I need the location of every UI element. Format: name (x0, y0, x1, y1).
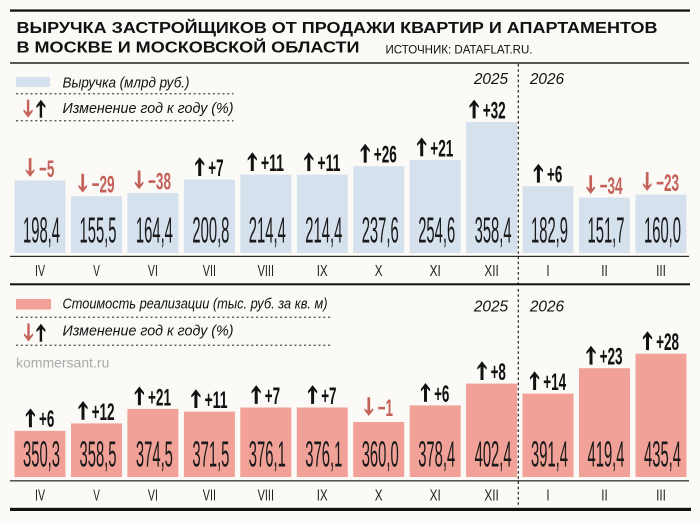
svg-text:II: II (601, 263, 608, 280)
svg-text:В МОСКВЕ И МОСКОВСКОЙ ОБЛАСТИ: В МОСКВЕ И МОСКОВСКОЙ ОБЛАСТИ (17, 38, 360, 57)
svg-text:VI: VI (148, 263, 158, 280)
svg-text:ВЫРУЧКА ЗАСТРОЙЩИКОВ ОТ ПРОДАЖ: ВЫРУЧКА ЗАСТРОЙЩИКОВ ОТ ПРОДАЖИ КВАРТИР … (17, 18, 658, 37)
svg-text:160,0: 160,0 (644, 210, 681, 251)
svg-text:XII: XII (484, 263, 498, 280)
svg-text:X: X (375, 488, 383, 505)
svg-text:−29: −29 (92, 172, 115, 199)
svg-text:+26: +26 (374, 142, 397, 169)
svg-text:Изменение год к году (%): Изменение год к году (%) (63, 100, 234, 117)
svg-text:200,8: 200,8 (192, 210, 229, 251)
svg-text:+7: +7 (208, 155, 223, 182)
svg-text:VII: VII (203, 263, 216, 280)
svg-text:+11: +11 (205, 387, 228, 414)
svg-text:IX: IX (317, 488, 328, 505)
svg-text:419,4: 419,4 (588, 434, 625, 475)
svg-text:+8: +8 (491, 359, 506, 386)
svg-text:151,7: 151,7 (588, 210, 625, 251)
svg-text:Стоимость реализации (тыс. руб: Стоимость реализации (тыс. руб. за кв. м… (63, 296, 328, 313)
svg-text:−23: −23 (656, 170, 679, 197)
svg-text:155,5: 155,5 (80, 210, 117, 251)
svg-text:+21: +21 (430, 135, 453, 162)
svg-text:+6: +6 (39, 406, 54, 433)
svg-text:IV: IV (35, 488, 45, 505)
svg-text:V: V (93, 263, 100, 280)
svg-text:kommersant.ru: kommersant.ru (16, 354, 109, 370)
svg-text:391,4: 391,4 (531, 434, 568, 475)
svg-text:−1: −1 (378, 395, 393, 422)
svg-text:2025: 2025 (473, 298, 509, 315)
svg-text:III: III (656, 488, 666, 505)
svg-text:V: V (93, 488, 100, 505)
svg-text:2025: 2025 (473, 71, 509, 88)
svg-text:+14: +14 (543, 369, 566, 396)
svg-text:VIII: VIII (258, 263, 274, 280)
svg-text:237,6: 237,6 (362, 210, 399, 251)
svg-text:−38: −38 (148, 168, 171, 195)
svg-text:376,1: 376,1 (249, 434, 286, 475)
svg-text:358,4: 358,4 (475, 210, 512, 251)
svg-text:ИСТОЧНИК: DATAFLAT.RU.: ИСТОЧНИК: DATAFLAT.RU. (386, 44, 533, 57)
svg-text:+7: +7 (321, 383, 336, 410)
svg-text:254,6: 254,6 (418, 210, 455, 251)
svg-text:+7: +7 (265, 383, 280, 410)
svg-text:IX: IX (317, 263, 328, 280)
svg-text:III: III (656, 263, 666, 280)
svg-text:374,5: 374,5 (136, 434, 173, 475)
svg-text:+6: +6 (434, 381, 449, 408)
svg-text:−34: −34 (600, 173, 623, 200)
svg-text:358,5: 358,5 (80, 434, 117, 475)
svg-text:164,4: 164,4 (136, 210, 173, 251)
svg-text:VI: VI (148, 488, 158, 505)
svg-text:+12: +12 (92, 399, 115, 426)
svg-text:IV: IV (35, 263, 45, 280)
svg-text:182,9: 182,9 (531, 210, 568, 251)
svg-text:350,3: 350,3 (23, 434, 60, 475)
svg-text:+6: +6 (547, 162, 562, 189)
svg-text:214,4: 214,4 (249, 210, 286, 251)
svg-text:XI: XI (430, 263, 441, 280)
svg-text:2026: 2026 (529, 298, 565, 315)
svg-text:+32: +32 (483, 97, 506, 124)
svg-text:+21: +21 (148, 384, 171, 411)
svg-text:+28: +28 (656, 329, 679, 356)
svg-text:Изменение год к году (%): Изменение год к году (%) (63, 322, 234, 339)
svg-text:+11: +11 (261, 150, 284, 177)
svg-text:II: II (601, 488, 608, 505)
svg-text:XI: XI (430, 488, 441, 505)
svg-text:2026: 2026 (529, 71, 565, 88)
svg-text:+11: +11 (317, 150, 340, 177)
svg-text:+23: +23 (600, 344, 623, 371)
svg-text:I: I (546, 488, 549, 505)
svg-text:XII: XII (484, 488, 498, 505)
svg-text:Выручка (млрд руб.): Выручка (млрд руб.) (63, 74, 190, 91)
svg-text:371,5: 371,5 (192, 434, 229, 475)
svg-text:376,1: 376,1 (305, 434, 342, 475)
svg-text:435,4: 435,4 (644, 434, 681, 475)
svg-text:VIII: VIII (258, 488, 274, 505)
svg-text:X: X (375, 263, 383, 280)
svg-text:I: I (546, 263, 549, 280)
svg-text:360,0: 360,0 (362, 434, 399, 475)
svg-text:198,4: 198,4 (23, 210, 60, 251)
svg-text:VII: VII (203, 488, 216, 505)
svg-text:−5: −5 (39, 156, 54, 183)
svg-text:378,4: 378,4 (418, 434, 455, 475)
svg-text:214,4: 214,4 (305, 210, 342, 251)
svg-text:402,4: 402,4 (475, 434, 512, 475)
